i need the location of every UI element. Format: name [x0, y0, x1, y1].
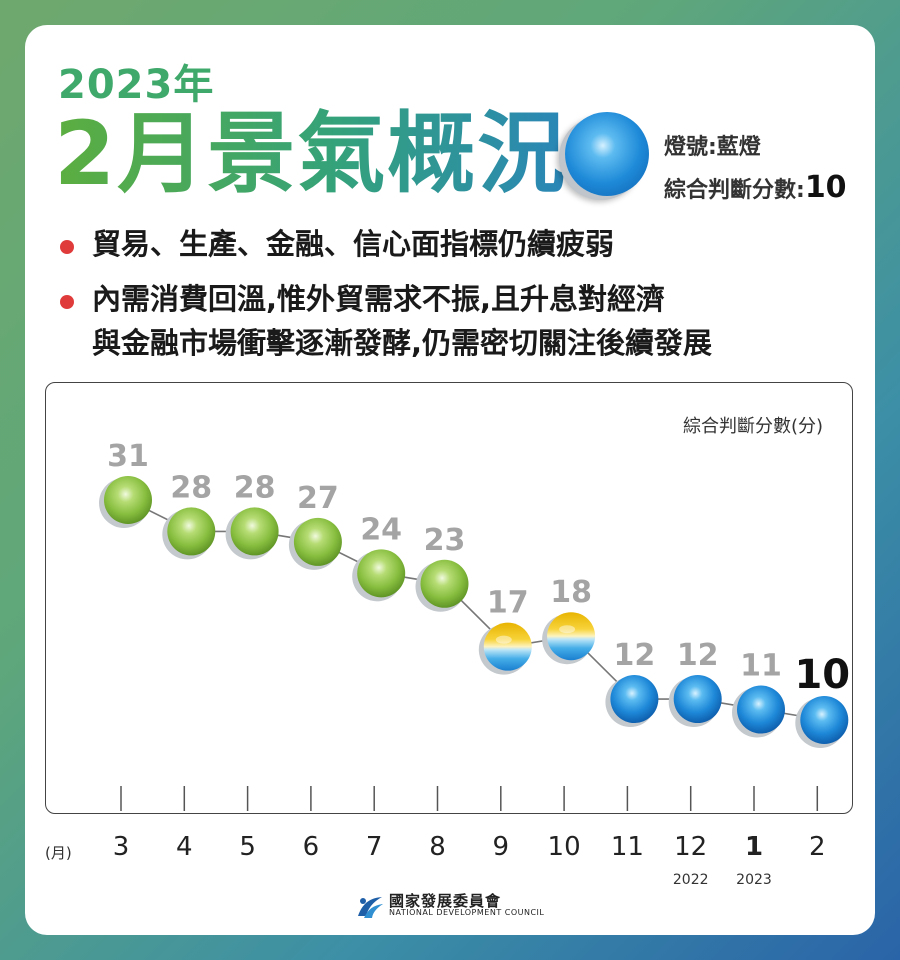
data-label: 24	[360, 512, 402, 547]
score-label: 綜合判斷分數:	[664, 178, 805, 203]
light-status-label: 燈號:藍燈	[664, 135, 761, 160]
data-point	[420, 559, 469, 608]
score-value: 10	[804, 170, 847, 205]
data-label: 27	[297, 481, 339, 516]
data-point	[230, 507, 279, 556]
data-point	[293, 517, 342, 566]
x-tick-label: 5	[239, 832, 256, 862]
data-label: 31	[107, 439, 149, 474]
data-label: 28	[234, 470, 276, 505]
x-tick-label: 4	[176, 832, 193, 862]
data-label: 18	[550, 575, 592, 610]
point-highlight	[559, 625, 576, 634]
year-tick-label: 2022	[673, 872, 709, 888]
data-label: 28	[170, 470, 212, 505]
bullet-text-1: 貿易、生產、金融、信心面指標仍續疲弱	[92, 227, 615, 261]
year-tick-label: 2023	[736, 872, 772, 888]
data-point	[357, 549, 406, 598]
data-label: 17	[487, 586, 529, 621]
ndc-logo-icon	[358, 897, 383, 918]
data-point	[673, 675, 722, 724]
x-tick-label: 9	[493, 832, 510, 862]
point-highlight	[495, 635, 512, 644]
x-axis-label: (月)	[45, 844, 72, 862]
score-line: 綜合判斷分數:10	[664, 168, 847, 211]
x-tick-label: 3	[113, 832, 130, 862]
light-info: 燈號:藍燈 綜合判斷分數:10	[664, 128, 847, 211]
x-tick-label: 7	[366, 832, 383, 862]
blue-light-icon	[565, 112, 649, 196]
data-point	[483, 622, 532, 671]
data-point	[800, 696, 849, 744]
year-label: 2023年	[58, 62, 215, 108]
data-point	[167, 507, 216, 556]
data-point	[547, 612, 596, 661]
data-label: 11	[740, 649, 782, 684]
y-axis-label: 綜合判斷分數(分)	[683, 416, 824, 437]
bullet-text-2-cont: 與金融市場衝擊逐漸發酵,仍需密切關注後續發展	[92, 326, 713, 360]
bullet-text-2: 內需消費回溫,惟外貿需求不振,且升息對經濟	[92, 282, 666, 316]
bullet-dot-icon	[60, 240, 74, 254]
x-tick-label: 6	[303, 832, 320, 862]
bullet-dot-icon	[60, 295, 74, 309]
x-tick-label: 1	[745, 832, 763, 862]
x-tick-label: 10	[548, 832, 581, 862]
data-point	[737, 685, 785, 734]
ndc-logo: 國家發展委員會 NATIONAL DEVELOPMENT COUNCIL	[355, 892, 544, 922]
data-label: 12	[677, 638, 719, 673]
x-tick-label: 8	[429, 832, 446, 862]
data-point	[610, 675, 659, 724]
org-name-en: NATIONAL DEVELOPMENT COUNCIL	[389, 908, 545, 917]
x-tick-label: 12	[674, 832, 707, 862]
data-label: 10	[794, 652, 850, 698]
data-label: 12	[614, 638, 656, 673]
data-label: 23	[424, 523, 466, 558]
org-name-cn: 國家發展委員會	[389, 892, 502, 910]
data-point	[104, 476, 152, 524]
x-tick-label: 11	[611, 832, 644, 862]
x-tick-label: 2	[809, 832, 826, 862]
page-title: 2月景氣概況	[54, 102, 568, 205]
